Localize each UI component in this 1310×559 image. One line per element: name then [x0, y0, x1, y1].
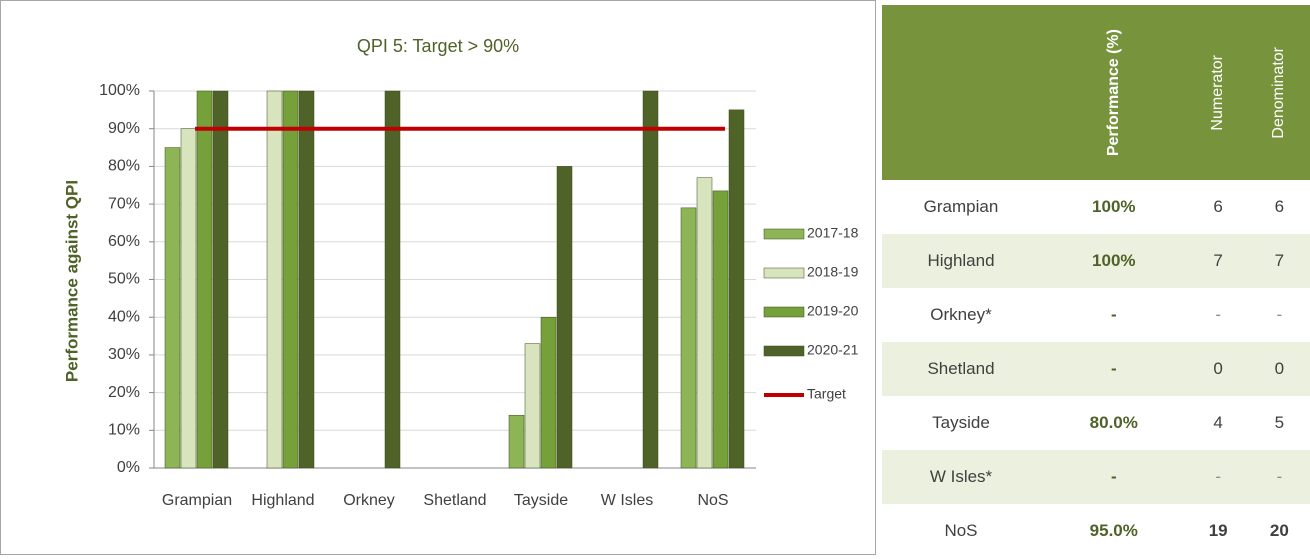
column-header: Performance (%)	[1040, 5, 1188, 180]
y-tick-label: 40%	[108, 308, 140, 325]
column-header-text: Denominator	[1270, 46, 1288, 139]
table-row: Grampian 100% 6 6	[882, 180, 1310, 234]
cell: -	[1110, 359, 1117, 378]
cell: -	[1110, 305, 1117, 324]
table-row: Orkney* - - -	[882, 288, 1310, 342]
legend-swatch	[763, 306, 805, 318]
table-row: W Isles* - - -	[882, 450, 1310, 504]
cell: 5	[1274, 413, 1285, 432]
x-tick-label: W Isles	[601, 492, 653, 509]
bar	[196, 90, 213, 469]
bar	[164, 147, 181, 469]
table-row: Shetland - 0 0	[882, 342, 1310, 396]
bar	[540, 316, 557, 469]
cell: 7	[1274, 251, 1285, 270]
bar	[556, 166, 573, 469]
column-header-text: Numerator	[1209, 54, 1227, 131]
cell: -	[1215, 467, 1221, 486]
y-tick-label: 0%	[117, 459, 140, 476]
legend-swatch	[763, 228, 805, 240]
cell: 100%	[1092, 251, 1136, 270]
y-tick-label: 90%	[108, 120, 140, 137]
bar	[384, 90, 401, 469]
column-header-text: Performance (%)	[1104, 28, 1122, 157]
bar	[180, 128, 197, 469]
row-label: Shetland	[927, 359, 995, 378]
row-label: W Isles*	[929, 467, 993, 486]
bar	[266, 90, 283, 469]
cell: -	[1110, 467, 1117, 486]
bar	[642, 90, 659, 469]
y-tick-label: 10%	[108, 422, 140, 439]
cell: 19	[1208, 521, 1228, 540]
cell: 6	[1213, 197, 1223, 216]
corner	[882, 5, 1040, 180]
table-row: Highland 100% 7 7	[882, 234, 1310, 288]
cell: 0	[1213, 359, 1223, 378]
bar	[524, 343, 541, 469]
chart-title: QPI 5: Target > 90%	[357, 36, 519, 56]
y-tick-label: 60%	[108, 233, 140, 250]
x-tick-label: Orkney	[343, 492, 395, 509]
y-tick-label: 80%	[108, 158, 140, 175]
bar	[282, 90, 299, 469]
row-label: Tayside	[932, 413, 990, 432]
y-axis-label: Performance against QPI	[62, 180, 81, 382]
cell: 100%	[1092, 197, 1136, 216]
legend-swatch	[763, 345, 805, 357]
legend-label: 2018-19	[807, 264, 859, 280]
legend-swatch	[763, 267, 805, 279]
x-tick-label: NoS	[697, 492, 728, 509]
y-tick-label: 100%	[99, 82, 140, 99]
bar	[728, 109, 745, 469]
cell: 7	[1213, 251, 1223, 270]
x-tick-label: Highland	[251, 492, 314, 509]
y-tick-label: 20%	[108, 384, 140, 401]
table: Performance (%) Numerator Denominator Gram…	[882, 5, 1310, 558]
row-label: Orkney*	[930, 305, 992, 324]
legend-label: Target	[807, 386, 846, 402]
table-row: NoS 95.0% 19 20	[882, 504, 1310, 558]
cell: 95.0%	[1089, 521, 1138, 540]
cell: -	[1276, 305, 1283, 324]
row-label: Highland	[927, 251, 995, 270]
header-row: Performance (%) Numerator Denominator	[882, 5, 1310, 180]
row-label: NoS	[944, 521, 978, 540]
row-label: Grampian	[923, 197, 999, 216]
cell: 0	[1274, 359, 1285, 378]
legend-label: 2017-18	[807, 225, 859, 241]
cell: 20	[1269, 521, 1289, 540]
legend-label: 2019-20	[807, 303, 859, 319]
legend-label: 2020-21	[807, 342, 859, 358]
x-tick-label: Grampian	[162, 492, 232, 509]
cell: -	[1215, 305, 1221, 324]
cell: 4	[1213, 413, 1223, 432]
x-tick-label: Shetland	[423, 492, 486, 509]
x-tick-label: Tayside	[514, 492, 568, 509]
chart: QPI 5: Target > 90% Performance against …	[0, 0, 876, 555]
bar	[696, 177, 713, 469]
bar	[298, 90, 315, 469]
bar	[680, 207, 697, 469]
cell: -	[1276, 467, 1283, 486]
bar	[508, 414, 525, 469]
bar	[212, 90, 229, 469]
cell: 80.0%	[1089, 413, 1138, 432]
cell: 6	[1274, 197, 1285, 216]
y-tick-label: 70%	[108, 195, 140, 212]
table-row: Tayside 80.0% 4 5	[882, 396, 1310, 450]
column-header: Numerator	[1187, 5, 1249, 180]
column-header: Denominator	[1248, 5, 1310, 180]
y-tick-label: 50%	[108, 271, 140, 288]
bar	[712, 190, 729, 469]
y-tick-label: 30%	[108, 346, 140, 363]
